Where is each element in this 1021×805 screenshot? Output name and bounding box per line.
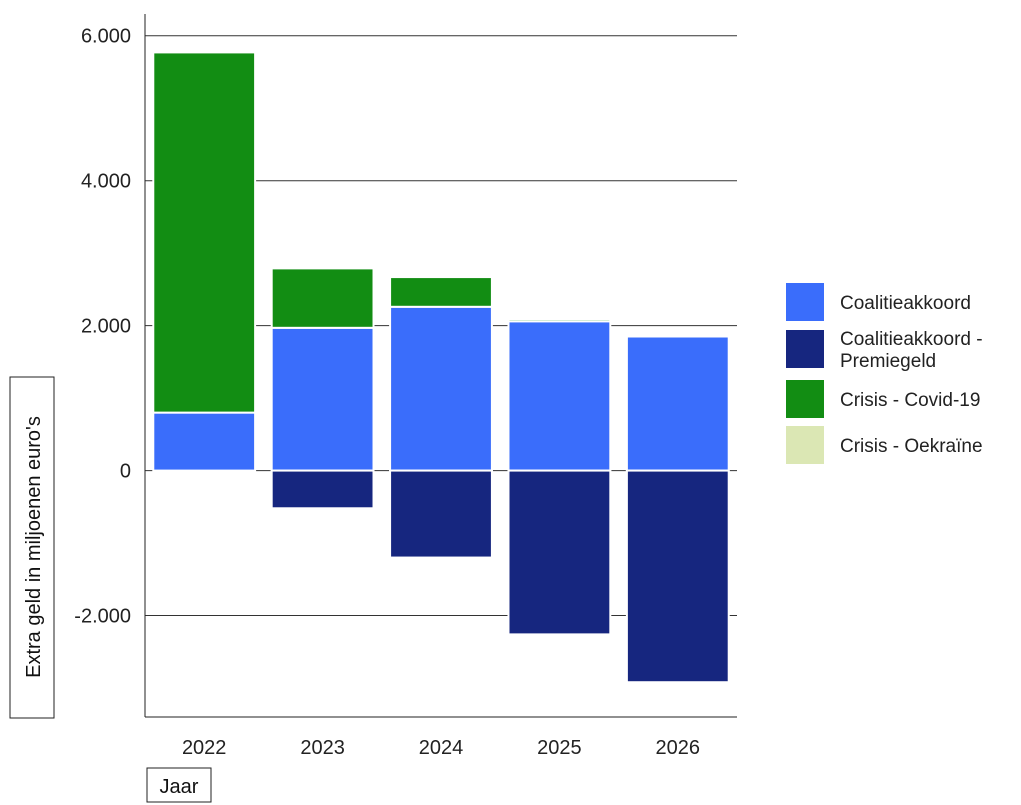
y-axis-label: Extra geld in miljoenen euro's: [23, 416, 45, 678]
x-axis-title: Jaar: [146, 767, 212, 803]
axes: [144, 14, 737, 718]
y-tick-label: 6.000: [81, 26, 131, 48]
bar-segment: [152, 51, 257, 414]
bar-segment: [507, 318, 612, 323]
x-tick-label: 2025: [537, 737, 582, 759]
y-tick-label: 0: [120, 461, 131, 483]
x-tick-label: 2024: [419, 737, 464, 759]
legend-label: Crisis - Covid-19: [840, 390, 980, 411]
x-tick-labels: 2022 2023 2024 2025 2026: [182, 737, 700, 759]
legend-swatch: [786, 380, 824, 418]
bar-segment: [152, 411, 257, 472]
x-tick-label: 2023: [300, 737, 345, 759]
legend-label: Coalitieakkoord: [840, 293, 971, 314]
y-tick-labels: -2.000 0 2.000 4.000 6.000: [74, 26, 131, 628]
bar-segment: [389, 305, 493, 472]
y-axis-title: Extra geld in miljoenen euro's: [9, 376, 55, 719]
bar-segment: [389, 469, 493, 559]
y-axis-title-box: [9, 376, 55, 719]
bar-segment: [270, 326, 375, 472]
bar-segment: [625, 335, 730, 472]
x-axis-label: Jaar: [160, 776, 199, 798]
y-tick-label: 2.000: [81, 316, 131, 338]
legend-swatch: [786, 330, 824, 368]
bar-segment: [507, 320, 612, 472]
legend-label: Crisis - Oekraïne: [840, 436, 983, 457]
bar-segment: [507, 469, 612, 636]
bars: [152, 51, 730, 684]
bar-segment: [270, 469, 375, 510]
x-tick-label: 2026: [656, 737, 701, 759]
legend: Coalitieakkoord Coalitieakkoord -Premiege…: [786, 283, 983, 464]
x-tick-label: 2022: [182, 737, 227, 759]
bar-segment: [625, 469, 730, 684]
bar-segment: [270, 267, 375, 329]
bar-segment: [389, 276, 493, 308]
y-tick-label: -2.000: [74, 606, 131, 628]
legend-label: Coalitieakkoord -: [840, 329, 983, 350]
y-tick-label: 4.000: [81, 171, 131, 193]
legend-swatch: [786, 426, 824, 464]
legend-label: Premiegeld: [840, 351, 936, 372]
x-axis-title-box: [146, 767, 212, 803]
legend-swatch: [786, 283, 824, 321]
